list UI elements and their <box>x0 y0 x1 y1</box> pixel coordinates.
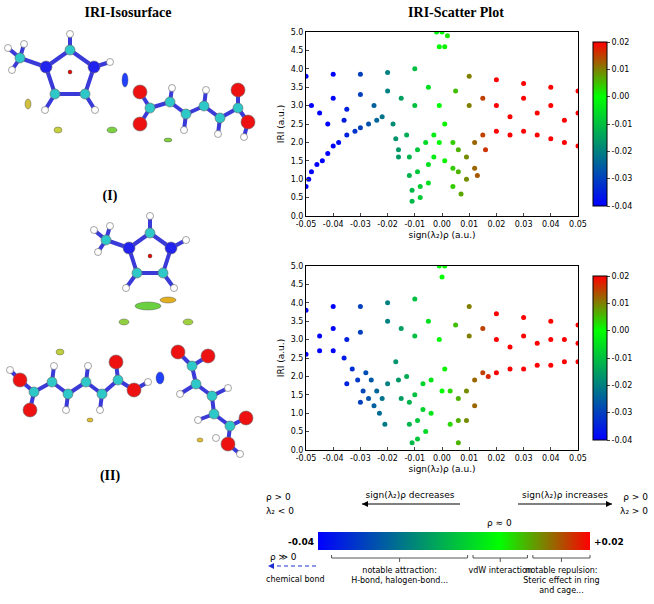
svg-text:-0.01: -0.01 <box>612 120 633 129</box>
svg-text:Steric effect in ring: Steric effect in ring <box>523 576 600 585</box>
svg-text:-0.05: -0.05 <box>296 220 317 229</box>
svg-text:4.0: 4.0 <box>291 299 304 308</box>
svg-text:-0.03: -0.03 <box>612 408 633 417</box>
svg-text:ρ > 0: ρ > 0 <box>623 492 648 502</box>
svg-text:notable repulsion:: notable repulsion: <box>525 566 597 575</box>
svg-text:0.0: 0.0 <box>291 446 304 455</box>
svg-text:0.03: 0.03 <box>515 454 533 463</box>
svg-text:-0.01: -0.01 <box>404 454 425 463</box>
svg-text:0.04: 0.04 <box>542 220 560 229</box>
svg-text:sign(λ₂)ρ increases: sign(λ₂)ρ increases <box>522 490 608 500</box>
svg-text:4.5: 4.5 <box>291 280 304 289</box>
svg-text:2.0: 2.0 <box>291 372 304 381</box>
svg-text:2.0: 2.0 <box>291 138 304 147</box>
svg-text:-0.01: -0.01 <box>612 354 633 363</box>
svg-text:-0.02: -0.02 <box>612 381 633 390</box>
svg-text:H-bond, halogen-bond...: H-bond, halogen-bond... <box>351 576 448 585</box>
svg-text:-0.05: -0.05 <box>296 454 317 463</box>
svg-text:3.0: 3.0 <box>291 101 304 110</box>
svg-text:-0.02: -0.02 <box>377 220 398 229</box>
svg-text:chemical bond: chemical bond <box>266 575 325 584</box>
svg-text:0.05: 0.05 <box>569 454 587 463</box>
svg-text:-0.04: -0.04 <box>288 537 314 547</box>
svg-text:sign(λ₂)ρ (a.u.): sign(λ₂)ρ (a.u.) <box>408 230 475 240</box>
svg-text:0.01: 0.01 <box>612 65 630 74</box>
svg-text:1.0: 1.0 <box>291 409 304 418</box>
svg-text:4.0: 4.0 <box>291 65 304 74</box>
svg-text:ρ ≈ 0: ρ ≈ 0 <box>487 518 512 528</box>
svg-text:0.00: 0.00 <box>433 454 451 463</box>
svg-text:sign(λ₂)ρ (a.u.): sign(λ₂)ρ (a.u.) <box>408 464 475 474</box>
svg-text:ρ > 0: ρ > 0 <box>266 492 291 502</box>
svg-text:2.5: 2.5 <box>291 120 304 129</box>
svg-text:-0.02: -0.02 <box>377 454 398 463</box>
svg-text:0.0: 0.0 <box>291 212 304 221</box>
svg-text:IRI (a.u.): IRI (a.u.) <box>276 339 286 377</box>
svg-text:0.02: 0.02 <box>612 272 630 281</box>
svg-text:-0.03: -0.03 <box>612 174 633 183</box>
svg-text:5.0: 5.0 <box>291 28 304 37</box>
svg-text:-0.02: -0.02 <box>612 147 633 156</box>
svg-text:λ₂ < 0: λ₂ < 0 <box>266 506 294 516</box>
svg-text:4.5: 4.5 <box>291 46 304 55</box>
svg-text:(II): (II) <box>100 468 121 484</box>
svg-text:-0.04: -0.04 <box>323 220 344 229</box>
svg-text:-0.01: -0.01 <box>404 220 425 229</box>
svg-text:0.05: 0.05 <box>569 220 587 229</box>
svg-text:3.5: 3.5 <box>291 317 304 326</box>
svg-text:0.01: 0.01 <box>460 220 478 229</box>
svg-text:-0.04: -0.04 <box>323 454 344 463</box>
svg-text:-0.04: -0.04 <box>612 436 633 445</box>
svg-text:IRI-Isosurface: IRI-Isosurface <box>84 5 171 20</box>
svg-text:0.02: 0.02 <box>487 220 505 229</box>
svg-text:1.5: 1.5 <box>291 157 304 166</box>
svg-text:0.00: 0.00 <box>612 92 630 101</box>
svg-text:2.5: 2.5 <box>291 354 304 363</box>
svg-text:3.5: 3.5 <box>291 83 304 92</box>
svg-text:1.0: 1.0 <box>291 175 304 184</box>
svg-text:0.00: 0.00 <box>612 326 630 335</box>
svg-text:0.5: 0.5 <box>291 427 304 436</box>
svg-text:λ₂ > 0: λ₂ > 0 <box>620 506 648 516</box>
svg-text:0.01: 0.01 <box>460 454 478 463</box>
svg-text:0.5: 0.5 <box>291 193 304 202</box>
svg-text:0.00: 0.00 <box>433 220 451 229</box>
svg-text:0.02: 0.02 <box>612 38 630 47</box>
svg-text:0.01: 0.01 <box>612 299 630 308</box>
svg-text:sign(λ₂)ρ decreases: sign(λ₂)ρ decreases <box>366 490 455 500</box>
svg-text:+0.02: +0.02 <box>594 537 624 547</box>
svg-text:notable attraction:: notable attraction: <box>362 566 437 575</box>
svg-text:vdW interaction: vdW interaction <box>468 566 532 575</box>
svg-text:1.5: 1.5 <box>291 391 304 400</box>
svg-text:3.0: 3.0 <box>291 335 304 344</box>
svg-text:-0.04: -0.04 <box>612 202 633 211</box>
svg-text:IRI (a.u.): IRI (a.u.) <box>276 105 286 143</box>
svg-text:0.03: 0.03 <box>515 220 533 229</box>
svg-text:0.04: 0.04 <box>542 454 560 463</box>
svg-text:IRI-Scatter Plot: IRI-Scatter Plot <box>408 5 504 20</box>
svg-text:and cage...: and cage... <box>539 586 584 595</box>
svg-text:5.0: 5.0 <box>291 262 304 271</box>
svg-text:(I): (I) <box>103 188 118 204</box>
svg-text:-0.03: -0.03 <box>350 454 371 463</box>
svg-text:ρ ≫ 0: ρ ≫ 0 <box>270 552 297 562</box>
svg-text:0.02: 0.02 <box>487 454 505 463</box>
svg-text:-0.03: -0.03 <box>350 220 371 229</box>
